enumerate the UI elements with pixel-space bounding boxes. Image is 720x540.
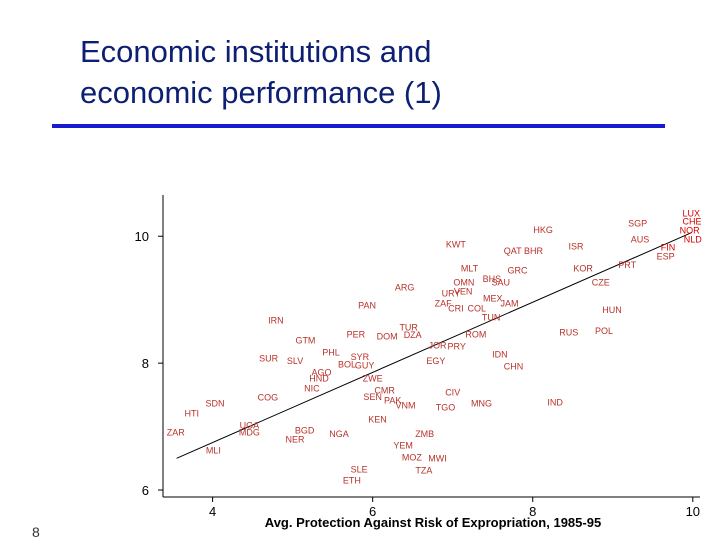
country-point: UGA xyxy=(240,420,260,430)
country-point: CHN xyxy=(504,361,524,371)
country-point: DZA xyxy=(404,330,422,340)
country-point: TGO xyxy=(436,403,456,413)
country-point: JAM xyxy=(501,299,519,309)
country-point: HUN xyxy=(602,305,622,315)
country-point: BHS xyxy=(483,274,502,284)
country-point: ISR xyxy=(568,241,584,251)
country-point: SYR xyxy=(351,352,370,362)
country-point: IDN xyxy=(492,349,508,359)
country-point: ZWE xyxy=(363,373,383,383)
country-point: SLE xyxy=(351,465,368,475)
country-point: BHR xyxy=(524,246,544,256)
y-tick-label: 8 xyxy=(142,356,149,371)
country-point: COG xyxy=(258,392,279,402)
country-point: GRC xyxy=(508,266,529,276)
country-point: SLV xyxy=(287,356,303,366)
title-line: economic performance (1) xyxy=(80,75,442,110)
country-point: ZAR xyxy=(167,427,186,437)
country-point: TZA xyxy=(415,465,432,475)
fit-line xyxy=(176,231,693,459)
country-point: SGP xyxy=(628,219,647,229)
country-point: COL xyxy=(467,304,486,314)
country-point: CZE xyxy=(592,278,610,288)
country-point: MNG xyxy=(471,399,492,409)
country-point: ETH xyxy=(343,476,361,486)
country-point: GUY xyxy=(355,361,375,371)
country-point: PHL xyxy=(322,347,340,357)
country-point: AUS xyxy=(631,234,650,244)
country-point: IND xyxy=(547,397,563,407)
country-point: SDN xyxy=(206,399,225,409)
country-point: CHE xyxy=(682,217,701,227)
x-tick-label: 8 xyxy=(529,504,536,519)
country-point: VNM xyxy=(395,401,415,411)
country-point: PER xyxy=(347,330,366,340)
country-point: NIC xyxy=(304,384,320,394)
country-point: QAT xyxy=(504,246,522,256)
country-point: MLI xyxy=(206,446,221,456)
x-tick-label: 4 xyxy=(209,504,216,519)
country-point: ESP xyxy=(657,252,675,262)
country-point: ZAF xyxy=(435,299,453,309)
country-point: EGY xyxy=(426,356,445,366)
country-point: FIN xyxy=(661,243,676,253)
country-point: PRY xyxy=(448,342,466,352)
country-point: ROM xyxy=(465,330,486,340)
country-point: CIV xyxy=(445,387,460,397)
country-point: OMN xyxy=(453,278,474,288)
country-point: AGO xyxy=(311,368,331,378)
country-point: KEN xyxy=(368,415,387,425)
country-point: ARG xyxy=(395,283,415,293)
x-tick-label: 10 xyxy=(686,504,700,519)
country-point: JOR xyxy=(429,340,448,350)
country-point: PRT xyxy=(618,260,636,270)
country-point: PAN xyxy=(358,300,376,310)
country-point: HND xyxy=(309,373,329,383)
country-point: LUX xyxy=(682,208,700,218)
y-tick-label: 10 xyxy=(135,229,149,244)
country-point: TUR xyxy=(399,323,418,333)
country-point: HTI xyxy=(185,408,200,418)
country-point: BGD xyxy=(295,425,315,435)
country-point: VEN xyxy=(454,286,473,296)
country-point: ZMB xyxy=(415,429,434,439)
country-point: YEM xyxy=(393,441,413,451)
country-point: MWI xyxy=(428,453,447,463)
x-tick-label: 6 xyxy=(369,504,376,519)
country-point: NGA xyxy=(329,429,349,439)
country-point: HKG xyxy=(533,225,553,235)
country-point: SAU xyxy=(491,278,510,288)
country-point: DOM xyxy=(377,331,398,341)
country-point: MEX xyxy=(483,293,503,303)
country-point: KWT xyxy=(446,239,466,249)
country-point: SEN xyxy=(363,392,382,402)
country-point: SUR xyxy=(259,354,279,364)
country-point: MLT xyxy=(461,264,479,274)
country-point: NLD xyxy=(684,234,703,244)
country-point: CRI xyxy=(448,304,464,314)
country-point: GTM xyxy=(295,335,315,345)
country-point: POL xyxy=(595,326,613,336)
x-axis-label: Avg. Protection Against Risk of Expropri… xyxy=(265,515,601,530)
country-point: NOR xyxy=(680,226,701,236)
country-point: CMR xyxy=(374,385,395,395)
country-point: PAK xyxy=(384,396,401,406)
country-point: MDG xyxy=(239,427,260,437)
title-rule xyxy=(52,124,665,128)
country-point: MOZ xyxy=(402,453,422,463)
country-point: KOR xyxy=(573,264,593,274)
country-point: RUS xyxy=(559,328,578,338)
title-line: Economic institutions and xyxy=(80,34,432,69)
country-point: IRN xyxy=(268,316,284,326)
y-tick-label: 6 xyxy=(142,483,149,498)
country-point: NER xyxy=(286,434,306,444)
country-point: BOL xyxy=(338,359,356,369)
page-number: 8 xyxy=(32,524,40,540)
country-point: TUN xyxy=(482,312,501,322)
country-point: URY xyxy=(442,288,461,298)
